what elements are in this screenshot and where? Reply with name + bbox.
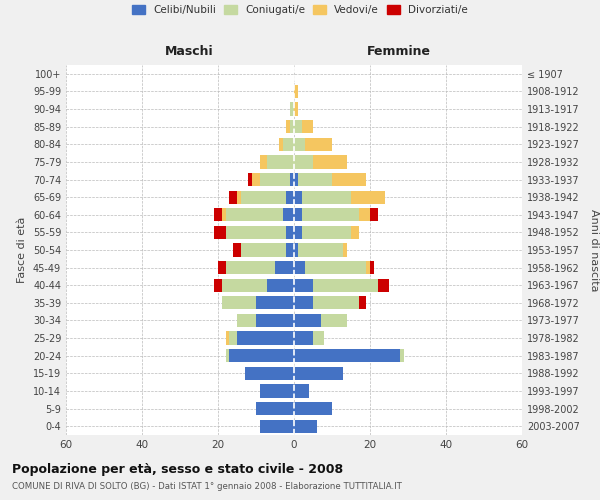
Bar bbox=[229, 190, 237, 204]
Bar bbox=[290, 173, 294, 186]
Bar bbox=[286, 120, 290, 134]
Bar bbox=[237, 332, 294, 344]
Bar bbox=[241, 190, 286, 204]
Bar bbox=[294, 138, 305, 151]
Bar bbox=[241, 244, 286, 256]
Bar bbox=[286, 244, 294, 256]
Bar bbox=[286, 226, 294, 239]
Bar bbox=[294, 173, 298, 186]
Bar bbox=[252, 173, 260, 186]
Bar bbox=[332, 173, 366, 186]
Bar bbox=[302, 120, 313, 134]
Bar bbox=[294, 190, 302, 204]
Bar bbox=[294, 156, 313, 168]
Bar bbox=[302, 190, 351, 204]
Text: Maschi: Maschi bbox=[165, 44, 214, 58]
Bar bbox=[294, 244, 298, 256]
Bar bbox=[294, 332, 313, 344]
Bar bbox=[294, 349, 400, 362]
Bar bbox=[302, 208, 359, 222]
Bar bbox=[290, 120, 294, 134]
Bar bbox=[313, 296, 359, 310]
Bar bbox=[229, 332, 237, 344]
Bar bbox=[275, 261, 294, 274]
Bar bbox=[226, 349, 229, 362]
Bar bbox=[229, 349, 294, 362]
Bar bbox=[222, 208, 226, 222]
Bar bbox=[320, 314, 347, 327]
Bar bbox=[256, 314, 294, 327]
Bar bbox=[313, 156, 347, 168]
Bar bbox=[214, 226, 226, 239]
Bar bbox=[218, 261, 226, 274]
Bar bbox=[298, 244, 343, 256]
Bar bbox=[256, 402, 294, 415]
Bar bbox=[343, 244, 347, 256]
Bar bbox=[222, 296, 256, 310]
Bar bbox=[298, 173, 332, 186]
Bar bbox=[366, 261, 370, 274]
Bar bbox=[260, 173, 290, 186]
Bar bbox=[214, 208, 222, 222]
Bar bbox=[305, 261, 366, 274]
Bar bbox=[294, 226, 302, 239]
Text: Popolazione per età, sesso e stato civile - 2008: Popolazione per età, sesso e stato civil… bbox=[12, 462, 343, 475]
Bar bbox=[294, 296, 313, 310]
Bar bbox=[233, 244, 241, 256]
Bar bbox=[226, 208, 283, 222]
Bar bbox=[294, 85, 298, 98]
Bar bbox=[237, 190, 241, 204]
Bar bbox=[294, 384, 309, 398]
Bar bbox=[268, 156, 294, 168]
Bar bbox=[294, 102, 298, 116]
Bar bbox=[294, 314, 320, 327]
Y-axis label: Anni di nascita: Anni di nascita bbox=[589, 209, 599, 291]
Bar bbox=[359, 208, 370, 222]
Bar bbox=[279, 138, 283, 151]
Bar bbox=[377, 278, 389, 292]
Bar bbox=[226, 332, 229, 344]
Bar bbox=[294, 366, 343, 380]
Bar bbox=[294, 402, 332, 415]
Bar bbox=[283, 138, 294, 151]
Bar bbox=[294, 420, 317, 433]
Bar bbox=[294, 278, 313, 292]
Bar bbox=[351, 190, 385, 204]
Bar bbox=[283, 208, 294, 222]
Bar bbox=[214, 278, 222, 292]
Bar bbox=[351, 226, 359, 239]
Bar bbox=[260, 384, 294, 398]
Bar bbox=[237, 314, 256, 327]
Bar bbox=[268, 278, 294, 292]
Bar bbox=[313, 332, 325, 344]
Bar bbox=[302, 226, 351, 239]
Bar bbox=[370, 208, 377, 222]
Bar bbox=[256, 296, 294, 310]
Bar bbox=[226, 261, 275, 274]
Bar bbox=[222, 278, 268, 292]
Text: Femmine: Femmine bbox=[367, 44, 431, 58]
Bar bbox=[294, 261, 305, 274]
Bar bbox=[294, 120, 302, 134]
Bar bbox=[290, 102, 294, 116]
Text: COMUNE DI RIVA DI SOLTO (BG) - Dati ISTAT 1° gennaio 2008 - Elaborazione TUTTITA: COMUNE DI RIVA DI SOLTO (BG) - Dati ISTA… bbox=[12, 482, 402, 491]
Y-axis label: Fasce di età: Fasce di età bbox=[17, 217, 27, 283]
Bar bbox=[370, 261, 374, 274]
Bar bbox=[226, 226, 286, 239]
Legend: Celibi/Nubili, Coniugati/e, Vedovi/e, Divorziati/e: Celibi/Nubili, Coniugati/e, Vedovi/e, Di… bbox=[132, 5, 468, 15]
Bar bbox=[286, 190, 294, 204]
Bar bbox=[305, 138, 332, 151]
Bar bbox=[260, 420, 294, 433]
Bar bbox=[400, 349, 404, 362]
Bar bbox=[248, 173, 252, 186]
Bar bbox=[245, 366, 294, 380]
Bar bbox=[260, 156, 268, 168]
Bar bbox=[294, 208, 302, 222]
Bar bbox=[359, 296, 366, 310]
Bar bbox=[313, 278, 377, 292]
